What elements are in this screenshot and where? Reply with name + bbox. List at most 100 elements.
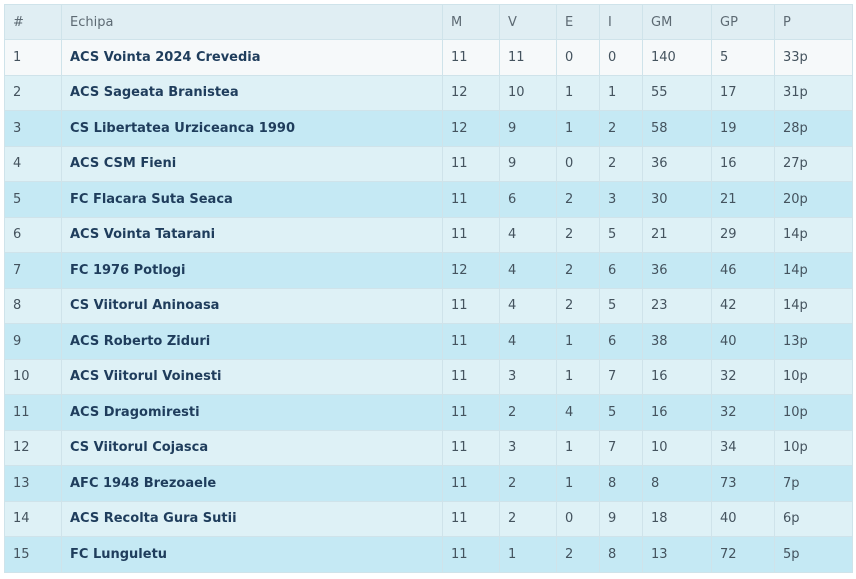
- cell-rank: 8: [4, 287, 62, 324]
- cell-goals-against: 72: [711, 536, 775, 573]
- column-header-team[interactable]: Echipa: [61, 4, 443, 40]
- cell-points: 5p: [774, 536, 853, 573]
- column-header-matches[interactable]: M: [442, 4, 500, 40]
- table-row: 11 ACS Dragomiresti 11 2 4 5 16 32 10p: [4, 394, 853, 431]
- cell-matches: 11: [442, 536, 500, 573]
- column-header-wins[interactable]: V: [499, 4, 557, 40]
- cell-rank: 5: [4, 181, 62, 218]
- table-body: 1 ACS Vointa 2024 Crevedia 11 11 0 0 140 5 33p 2 A…: [4, 39, 853, 573]
- cell-matches: 11: [442, 323, 500, 360]
- cell-matches: 11: [442, 39, 500, 76]
- cell-goals-for: 30: [642, 181, 712, 218]
- cell-rank: 7: [4, 252, 62, 289]
- cell-draws: 1: [556, 429, 600, 466]
- cell-goals-against: 40: [711, 323, 775, 360]
- cell-matches: 11: [442, 216, 500, 253]
- cell-losses: 6: [599, 252, 643, 289]
- table-row: 7 FC 1976 Potlogi 12 4 2 6 36 46 14p: [4, 252, 853, 289]
- cell-losses: 0: [599, 39, 643, 76]
- cell-matches: 11: [442, 287, 500, 324]
- cell-losses: 7: [599, 429, 643, 466]
- cell-goals-against: 40: [711, 500, 775, 537]
- cell-points: 10p: [774, 394, 853, 431]
- cell-draws: 0: [556, 500, 600, 537]
- cell-team: ACS Dragomiresti: [61, 394, 443, 431]
- cell-rank: 4: [4, 145, 62, 182]
- cell-goals-for: 21: [642, 216, 712, 253]
- table-row: 15 FC Lunguletu 11 1 2 8 13 72 5p: [4, 536, 853, 573]
- cell-wins: 4: [499, 323, 557, 360]
- standings-table-container: # Echipa M V E I GM GP P 1 ACS Vointa 202…: [4, 4, 853, 573]
- cell-goals-against: 29: [711, 216, 775, 253]
- cell-points: 14p: [774, 287, 853, 324]
- cell-rank: 2: [4, 74, 62, 111]
- cell-losses: 9: [599, 500, 643, 537]
- cell-wins: 9: [499, 145, 557, 182]
- cell-draws: 1: [556, 358, 600, 395]
- cell-matches: 11: [442, 500, 500, 537]
- cell-goals-for: 55: [642, 74, 712, 111]
- cell-goals-against: 42: [711, 287, 775, 324]
- cell-wins: 3: [499, 429, 557, 466]
- table-row: 10 ACS Viitorul Voinesti 11 3 1 7 16 32 10p: [4, 358, 853, 395]
- cell-draws: 2: [556, 287, 600, 324]
- table-row: 3 CS Libertatea Urziceanca 1990 12 9 1 2 58 19 2…: [4, 110, 853, 147]
- column-header-draws[interactable]: E: [556, 4, 600, 40]
- cell-matches: 11: [442, 465, 500, 502]
- table-row: 9 ACS Roberto Ziduri 11 4 1 6 38 40 13p: [4, 323, 853, 360]
- cell-points: 28p: [774, 110, 853, 147]
- cell-goals-for: 23: [642, 287, 712, 324]
- cell-goals-against: 73: [711, 465, 775, 502]
- cell-team: ACS Roberto Ziduri: [61, 323, 443, 360]
- cell-goals-for: 8: [642, 465, 712, 502]
- cell-rank: 3: [4, 110, 62, 147]
- cell-matches: 12: [442, 252, 500, 289]
- cell-team: ACS Sageata Branistea: [61, 74, 443, 111]
- column-header-rank[interactable]: #: [4, 4, 62, 40]
- cell-goals-for: 36: [642, 145, 712, 182]
- standings-table: # Echipa M V E I GM GP P 1 ACS Vointa 202…: [4, 4, 853, 573]
- cell-rank: 9: [4, 323, 62, 360]
- cell-draws: 4: [556, 394, 600, 431]
- cell-goals-for: 18: [642, 500, 712, 537]
- cell-losses: 2: [599, 145, 643, 182]
- cell-matches: 12: [442, 110, 500, 147]
- cell-goals-for: 36: [642, 252, 712, 289]
- cell-losses: 1: [599, 74, 643, 111]
- cell-rank: 1: [4, 39, 62, 76]
- cell-team: ACS Vointa Tatarani: [61, 216, 443, 253]
- cell-rank: 11: [4, 394, 62, 431]
- cell-draws: 0: [556, 39, 600, 76]
- cell-matches: 11: [442, 181, 500, 218]
- cell-losses: 3: [599, 181, 643, 218]
- cell-matches: 11: [442, 358, 500, 395]
- cell-wins: 3: [499, 358, 557, 395]
- cell-team: FC Lunguletu: [61, 536, 443, 573]
- column-header-goals-for[interactable]: GM: [642, 4, 712, 40]
- cell-goals-against: 46: [711, 252, 775, 289]
- cell-team: AFC 1948 Brezoaele: [61, 465, 443, 502]
- cell-draws: 2: [556, 536, 600, 573]
- cell-wins: 1: [499, 536, 557, 573]
- cell-points: 13p: [774, 323, 853, 360]
- column-header-losses[interactable]: I: [599, 4, 643, 40]
- table-row: 8 CS Viitorul Aninoasa 11 4 2 5 23 42 14p: [4, 287, 853, 324]
- column-header-goals-against[interactable]: GP: [711, 4, 775, 40]
- cell-goals-for: 16: [642, 394, 712, 431]
- cell-team: ACS Vointa 2024 Crevedia: [61, 39, 443, 76]
- cell-goals-against: 16: [711, 145, 775, 182]
- cell-points: 31p: [774, 74, 853, 111]
- cell-team: CS Viitorul Aninoasa: [61, 287, 443, 324]
- column-header-points[interactable]: P: [774, 4, 853, 40]
- cell-draws: 2: [556, 181, 600, 218]
- table-row: 14 ACS Recolta Gura Sutii 11 2 0 9 18 40 6p: [4, 500, 853, 537]
- cell-wins: 4: [499, 216, 557, 253]
- cell-wins: 4: [499, 287, 557, 324]
- cell-matches: 11: [442, 394, 500, 431]
- cell-points: 6p: [774, 500, 853, 537]
- cell-draws: 2: [556, 216, 600, 253]
- cell-matches: 11: [442, 429, 500, 466]
- cell-team: CS Libertatea Urziceanca 1990: [61, 110, 443, 147]
- cell-goals-against: 32: [711, 394, 775, 431]
- cell-draws: 1: [556, 110, 600, 147]
